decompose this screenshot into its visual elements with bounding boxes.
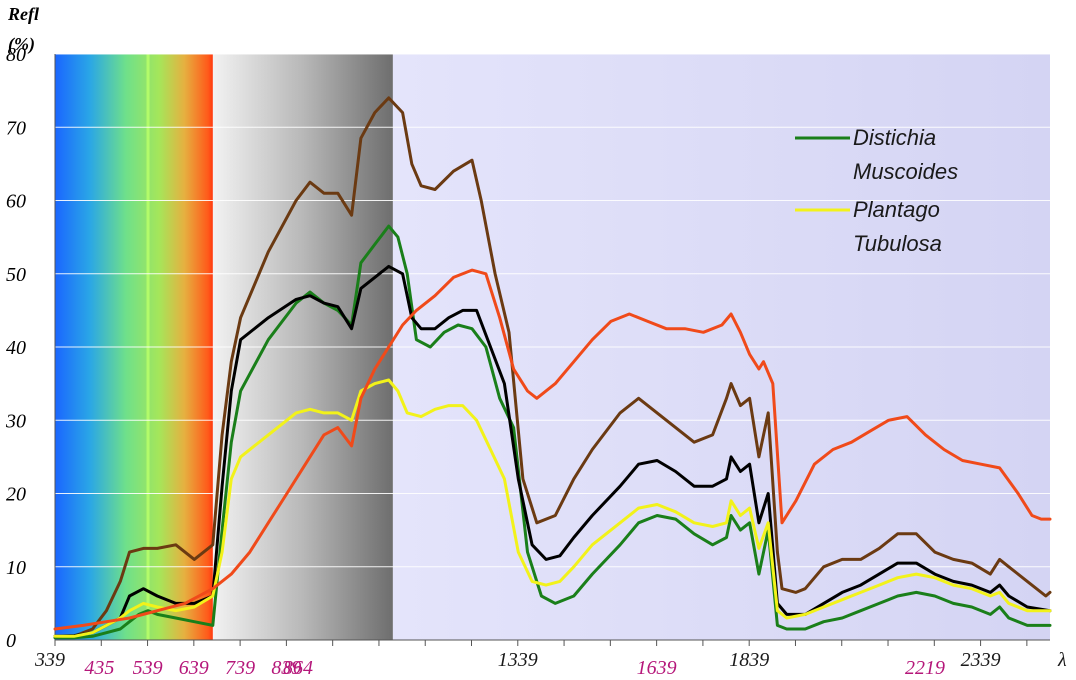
y-tick-label-10: 10 [6, 557, 26, 579]
x-tick-label-1339: 1339 [498, 649, 538, 671]
series-line-0 [53, 96, 1052, 638]
x-tick-label-2489: λ [1057, 649, 1067, 671]
x-tick-label-1839: 1839 [729, 649, 769, 671]
x-tick-label-539: 539 [133, 657, 163, 679]
y-tick-labels: 0 10 20 30 40 50 60 70 80 [5, 44, 26, 652]
legend-label-1-1: Tubulosa [853, 231, 942, 256]
y-tick-label-70: 70 [6, 117, 26, 139]
series-line-2 [53, 264, 1052, 638]
y-tick-label-60: 60 [6, 191, 26, 213]
legend-label-0-0: Distichia [853, 125, 936, 150]
x-tick-label-1639: 1639 [637, 657, 677, 679]
series-line-4 [53, 268, 1052, 631]
y-axis-label-line-2: (%) [8, 34, 35, 55]
y-tick-label-30: 30 [5, 410, 26, 432]
x-tick-label-839: 839 [271, 657, 301, 679]
legend-label-0-1: Muscoides [853, 159, 958, 184]
series-layer [53, 96, 1052, 640]
y-tick-label-40: 40 [6, 337, 26, 359]
gridlines [55, 53, 1050, 568]
y-tick-label-80: 80 [6, 44, 26, 66]
axes [54, 54, 1050, 646]
legend-label-1-0: Plantago [853, 197, 940, 222]
legend: Distichia Muscoides Plantago Tubulosa [795, 125, 958, 256]
y-tick-label-20: 20 [6, 484, 26, 506]
y-axis-label-line-1: Refl [7, 4, 39, 24]
y-tick-label-50: 50 [6, 264, 26, 286]
x-tick-label-739: 739 [225, 657, 255, 679]
x-tick-label-639: 639 [179, 657, 209, 679]
x-tick-label-339: 339 [34, 649, 65, 671]
x-tick-label-435: 435 [84, 657, 114, 679]
x-tick-label-2219: 2219 [905, 657, 945, 679]
series-line-3 [53, 378, 1052, 638]
y-tick-label-0: 0 [6, 630, 16, 652]
x-tick-label-864: 864 [283, 657, 313, 679]
x-tick-label-2339: 2339 [961, 649, 1001, 671]
